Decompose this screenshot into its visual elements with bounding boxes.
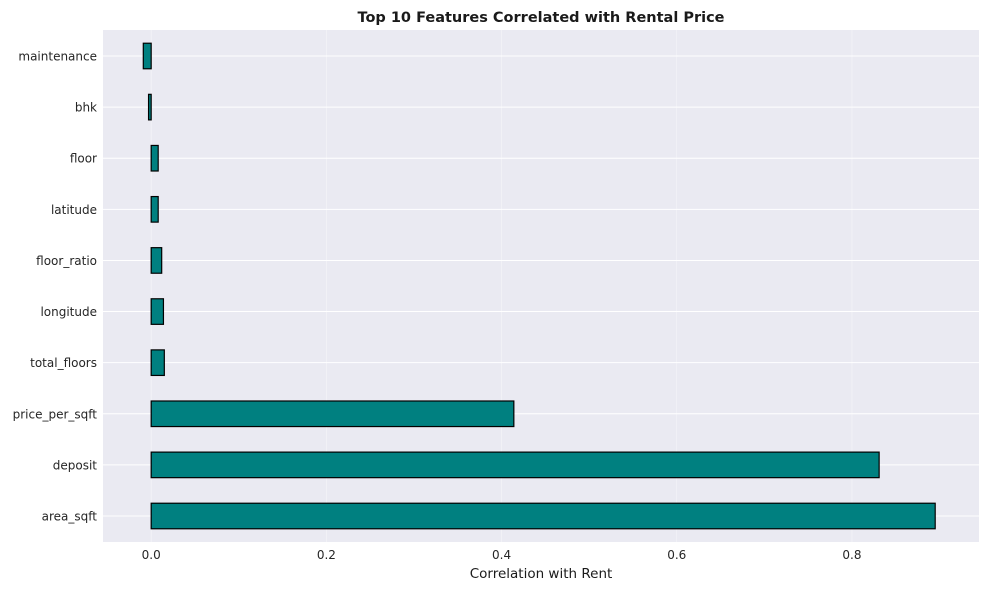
x-tick-label: 0.0 bbox=[142, 548, 161, 562]
bar-floor bbox=[150, 144, 159, 172]
bar-longitude bbox=[150, 298, 165, 325]
y-tick-label: longitude bbox=[40, 305, 97, 319]
y-tick-label: deposit bbox=[53, 458, 98, 472]
chart-title: Top 10 Features Correlated with Rental P… bbox=[357, 10, 724, 26]
x-tick-label: 0.2 bbox=[317, 548, 336, 562]
y-tick-label: bhk bbox=[75, 101, 97, 115]
y-tick-label: floor bbox=[70, 152, 97, 166]
y-tick-label: floor_ratio bbox=[36, 254, 97, 268]
x-axis-title: Correlation with Rent bbox=[470, 566, 613, 582]
bar-latitude bbox=[150, 195, 159, 223]
y-tick-label: latitude bbox=[51, 203, 97, 217]
x-tick-labels: 0.0 0.2 0.4 0.6 0.8 bbox=[142, 548, 862, 562]
y-tick-label: price_per_sqft bbox=[13, 407, 98, 421]
bar-total-floors bbox=[150, 349, 165, 377]
bar-deposit bbox=[150, 451, 880, 479]
y-tick-label: maintenance bbox=[18, 50, 97, 64]
bar-maintenance bbox=[142, 42, 152, 70]
bar-floor-ratio bbox=[150, 247, 163, 274]
x-tick-label: 0.8 bbox=[842, 548, 861, 562]
y-tick-label: total_floors bbox=[30, 356, 97, 370]
x-tick-label: 0.4 bbox=[492, 548, 511, 562]
bars bbox=[142, 42, 936, 530]
y-tick-label: area_sqft bbox=[42, 510, 98, 524]
bar-area-sqft bbox=[150, 502, 936, 530]
y-tick-labels: area_sqft deposit price_per_sqft total_floo… bbox=[13, 50, 98, 524]
bar-price-per-sqft bbox=[150, 400, 515, 428]
x-tick-label: 0.6 bbox=[667, 548, 686, 562]
bar-bhk bbox=[147, 93, 152, 121]
